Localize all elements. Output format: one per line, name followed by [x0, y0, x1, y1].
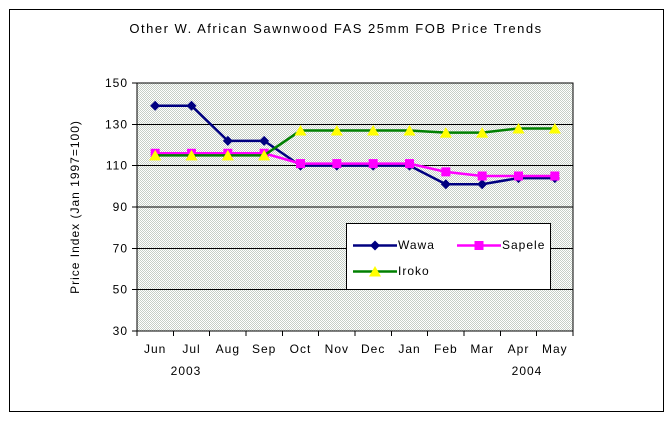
x-tick-label-oct: Oct	[290, 342, 312, 356]
legend-item-iroko: Iroko	[353, 264, 457, 278]
marker-sapele-may	[550, 171, 560, 181]
marker-iroko-oct	[294, 125, 307, 136]
legend-sample-wawa-icon	[353, 239, 397, 252]
legend-row-1: Wawa Sapele	[353, 232, 550, 258]
legend-sample-sapele-icon	[457, 239, 501, 252]
legend-sample-iroko-icon	[353, 265, 397, 278]
series-line-iroko	[155, 127, 555, 157]
legend-line-wawa	[353, 240, 397, 250]
legend-item-wawa: Wawa	[353, 238, 457, 252]
marker-wawa-sep	[259, 135, 270, 146]
series-line-sapele	[155, 152, 555, 178]
legend-label-wawa: Wawa	[398, 238, 435, 252]
marker-iroko-nov	[330, 125, 343, 136]
legend: Wawa Sapele Iroko	[346, 223, 551, 290]
marker-iroko-feb	[439, 127, 452, 138]
marker-iroko-mar	[476, 127, 489, 138]
y-tick-label-90: 90	[113, 200, 128, 214]
x-tick-label-nov: Nov	[325, 342, 349, 356]
marker-wawa-jun	[150, 100, 161, 111]
marker-sapele-dec	[368, 159, 378, 169]
x-tick-label-apr: Apr	[508, 342, 530, 356]
y-tick-label-70: 70	[113, 241, 128, 255]
marker-sapele-feb	[441, 167, 451, 177]
x-tick-label-may: May	[542, 342, 568, 356]
marker-sapele-jan	[405, 159, 414, 169]
x-tick-label-jun: Jun	[144, 342, 166, 356]
x-tick-label-mar: Mar	[470, 342, 494, 356]
legend-item-sapele: Sapele	[457, 238, 545, 252]
marker-iroko-jun	[149, 149, 162, 161]
x-axis-year-2004: 2004	[511, 364, 543, 378]
x-tick-label-feb: Feb	[434, 342, 458, 356]
marker-iroko-jul	[185, 149, 198, 161]
x-tick-label-jul: Jul	[182, 342, 200, 356]
marker-wawa-mar	[477, 179, 488, 190]
x-tick-label-sep: Sep	[252, 342, 276, 356]
legend-marker-iroko	[369, 265, 381, 276]
series-line-wawa	[155, 104, 555, 186]
series-iroko	[149, 122, 561, 161]
marker-iroko-apr	[512, 122, 525, 134]
marker-sapele-nov	[332, 159, 342, 169]
marker-wawa-aug	[222, 135, 233, 146]
y-tick-label-50: 50	[113, 283, 128, 297]
legend-line-sapele	[457, 240, 501, 250]
plot-border	[136, 82, 574, 332]
legend-row-2: Iroko	[353, 258, 550, 284]
x-tick-label-jan: Jan	[398, 342, 420, 356]
legend-label-iroko: Iroko	[398, 264, 430, 278]
marker-wawa-jul	[186, 100, 197, 111]
marker-sapele-mar	[477, 171, 487, 181]
chart-title: Other W. African Sawnwood FAS 25mm FOB P…	[129, 21, 543, 36]
y-tick-label-110: 110	[106, 159, 128, 173]
legend-line-iroko	[353, 265, 397, 276]
x-tick-label-aug: Aug	[216, 342, 240, 356]
marker-iroko-sep	[258, 149, 271, 161]
marker-iroko-aug	[221, 149, 234, 161]
y-tick-label-30: 30	[113, 324, 128, 338]
marker-wawa-feb	[440, 179, 451, 190]
y-tick-label-150: 150	[105, 76, 128, 90]
marker-iroko-may	[548, 122, 561, 134]
x-tick-label-dec: Dec	[361, 342, 385, 356]
legend-marker-sapele	[474, 240, 484, 250]
legend-label-sapele: Sapele	[502, 238, 546, 252]
y-tick-label-130: 130	[105, 117, 128, 131]
marker-sapele-apr	[514, 171, 523, 181]
marker-iroko-jan	[403, 125, 416, 136]
marker-sapele-oct	[296, 159, 305, 169]
marker-iroko-dec	[367, 125, 380, 136]
x-axis-year-2003: 2003	[170, 364, 202, 378]
legend-marker-wawa	[370, 240, 380, 250]
